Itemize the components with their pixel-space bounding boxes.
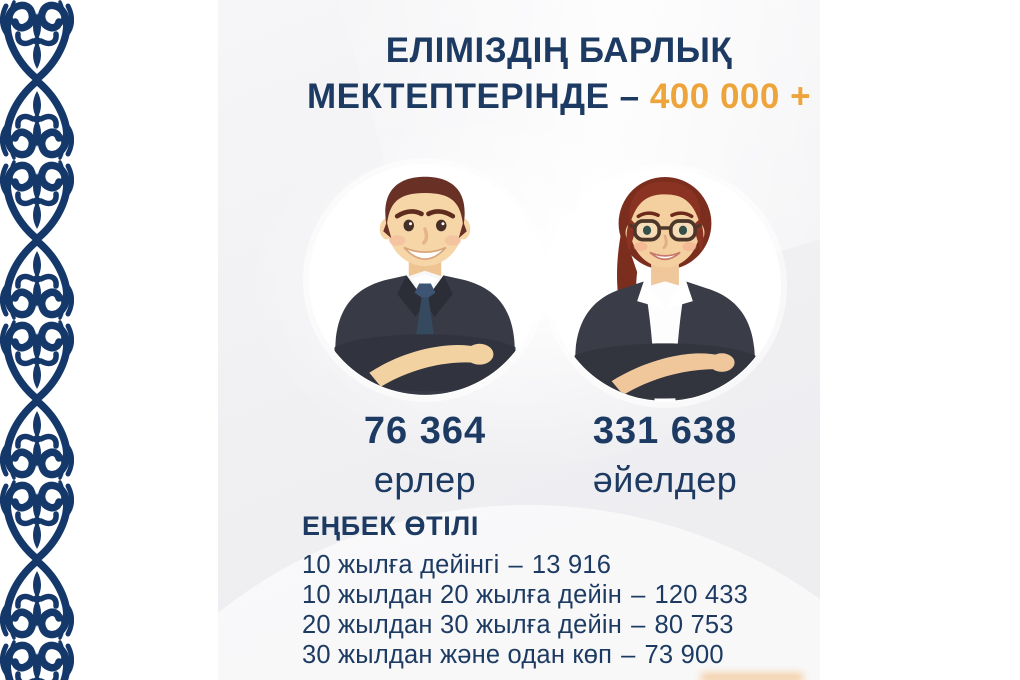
female-teacher-illustration: [549, 170, 781, 402]
experience-row: 20 жылдан 30 жылға дейін –80 753: [302, 611, 734, 639]
male-label: ерлер: [373, 459, 477, 500]
male-count: 76 364: [363, 410, 487, 452]
female-stat: 331 638 әйелдер: [520, 410, 810, 501]
kazakh-ornament-border: [0, 0, 84, 680]
kazakh-ornament-pattern: [0, 0, 74, 680]
experience-heading: ЕҢБЕК ӨТІЛІ: [302, 511, 479, 541]
male-stat: 76 364 ерлер: [280, 410, 570, 501]
cropped-orange-element: [700, 673, 804, 680]
male-teacher-illustration: [309, 164, 541, 396]
female-teacher-drawing: [550, 171, 780, 401]
title-line2: МЕКТЕПТЕРІНДЕ – 400 000 +: [306, 77, 812, 116]
female-count: 331 638: [592, 410, 738, 452]
male-teacher-drawing: [310, 165, 540, 395]
title-highlight-count: 400 000 +: [649, 77, 812, 116]
female-label: әйелдер: [592, 459, 738, 500]
experience-row: 10 жылдан 20 жылға дейін –120 433: [302, 581, 749, 609]
experience-row: 30 жылдан және одан көп –73 900: [302, 641, 724, 669]
page-title: ЕЛІМІЗДІҢ БАРЛЫҚ МЕКТЕПТЕРІНДЕ – 400 000…: [302, 28, 816, 120]
content-panel: ЕЛІМІЗДІҢ БАРЛЫҚ МЕКТЕПТЕРІНДЕ – 400 000…: [218, 0, 820, 680]
experience-section: ЕҢБЕК ӨТІЛІ 10 жылға дейінгі –13 916 10 ж…: [302, 511, 810, 670]
experience-row: 10 жылға дейінгі –13 916: [302, 551, 612, 579]
title-line1: ЕЛІМІЗДІҢ БАРЛЫҚ: [385, 31, 733, 70]
